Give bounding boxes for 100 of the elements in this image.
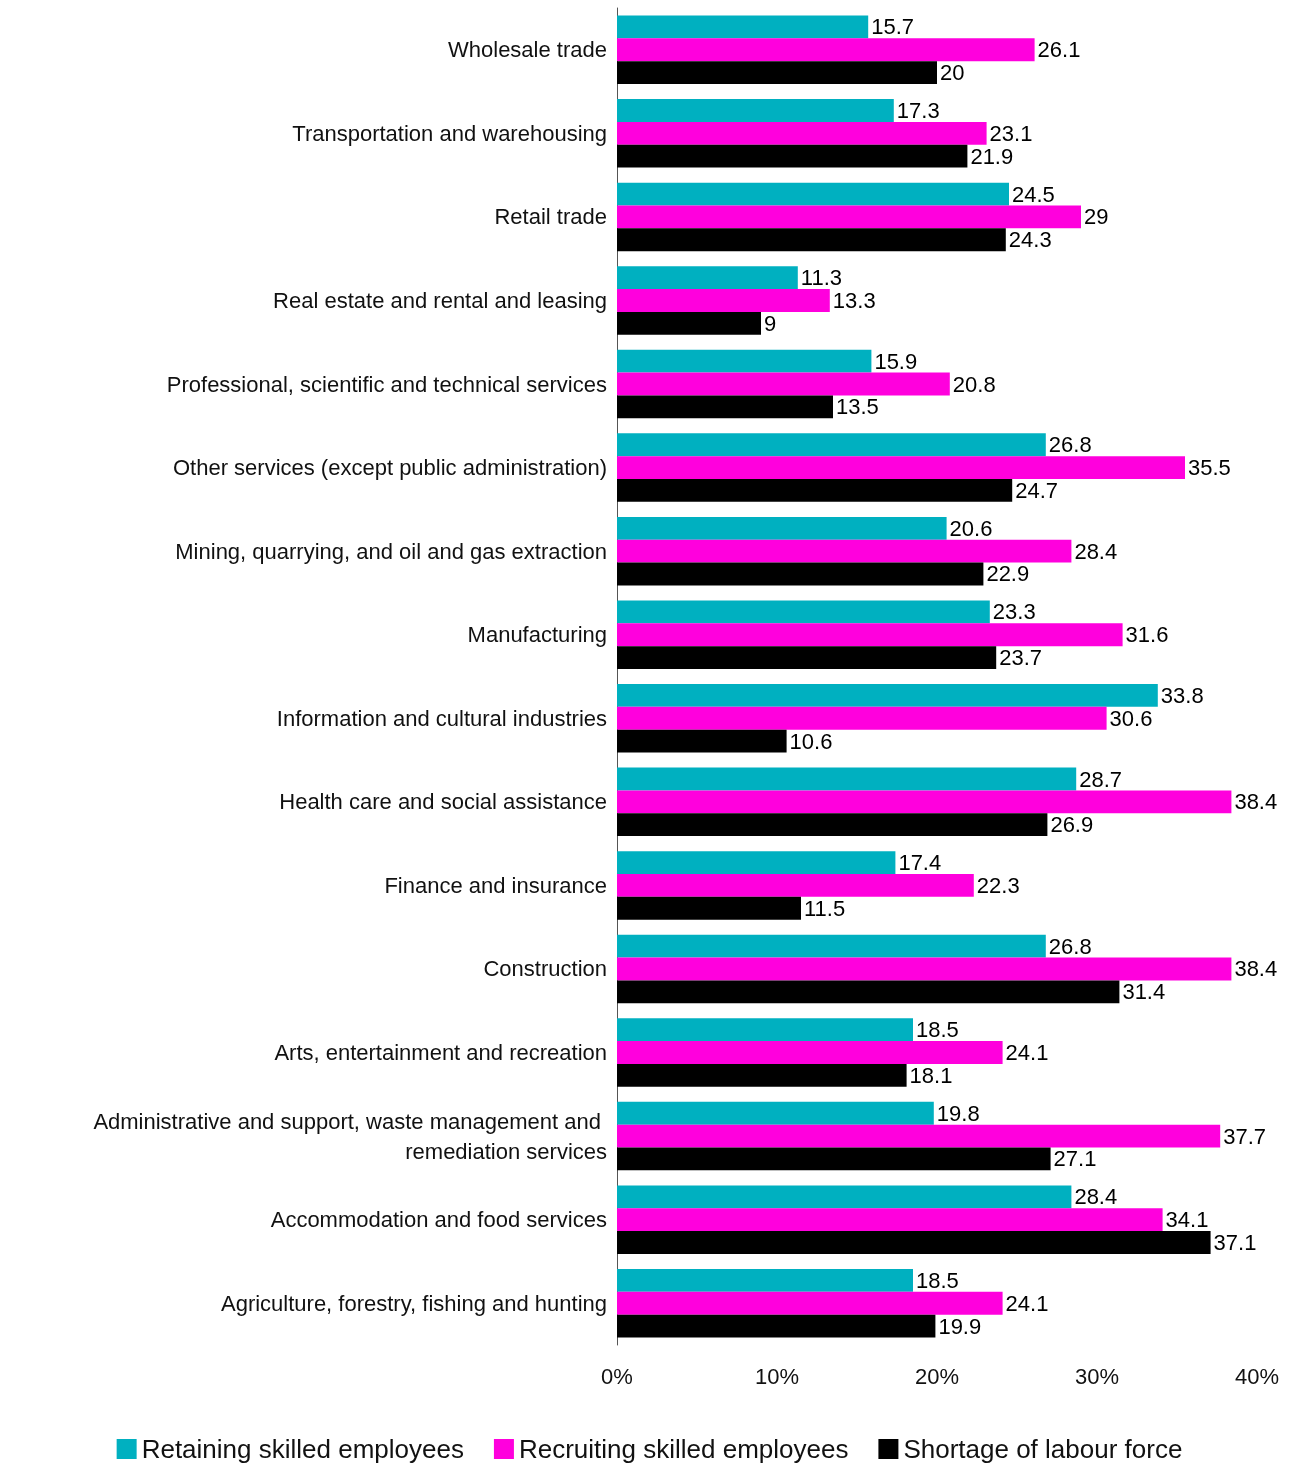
bar [617, 539, 1072, 563]
bar [617, 433, 1046, 457]
x-tick-label: 20% [914, 1363, 960, 1389]
bar [617, 1185, 1072, 1209]
data-label: 37.1 [1213, 1230, 1257, 1255]
bar [617, 873, 974, 897]
x-tick-label: 30% [1074, 1363, 1120, 1389]
data-label: 29 [1084, 204, 1109, 230]
data-label: 26.1 [1037, 37, 1081, 63]
bar [617, 1101, 934, 1125]
bar [617, 1231, 1211, 1254]
y-tick-label: Information and cultural industries [276, 705, 607, 731]
data-label: 15.9 [874, 348, 918, 374]
x-tick-label: 40% [1234, 1363, 1280, 1389]
y-tick-label: Administrative and support, waste management and remediation services [93, 1108, 607, 1164]
data-label: 38.4 [1234, 789, 1278, 815]
data-label: 20.8 [952, 371, 996, 397]
data-label: 22.9 [986, 561, 1030, 587]
legend-label: Retaining skilled employees [141, 1434, 464, 1464]
bar [617, 813, 1048, 837]
data-label: 13.5 [836, 394, 879, 420]
bar [617, 851, 896, 874]
data-label: 26.8 [1048, 933, 1092, 959]
bar [617, 934, 1046, 958]
y-tick-label: Wholesale trade [448, 37, 607, 63]
bar [617, 1063, 907, 1087]
data-label: 38.4 [1234, 956, 1278, 982]
bar [617, 144, 968, 168]
bar [617, 1268, 913, 1292]
bar [617, 349, 872, 373]
y-tick-label: Professional, scientific and technical services [166, 371, 607, 397]
bar [617, 38, 1035, 62]
bar [617, 684, 1158, 707]
data-label: 11.5 [804, 895, 846, 921]
data-label: 19.9 [938, 1313, 982, 1339]
bar [617, 729, 787, 753]
bar [617, 623, 1123, 647]
data-label: 35.5 [1188, 455, 1231, 481]
data-label: 31.6 [1125, 622, 1169, 648]
bar [617, 395, 833, 419]
data-label: 33.8 [1160, 682, 1204, 708]
bar [617, 706, 1107, 730]
bar [617, 289, 830, 312]
data-label: 27.1 [1053, 1146, 1097, 1172]
bar [617, 1314, 936, 1338]
data-label: 21.9 [970, 143, 1014, 169]
data-label: 37.7 [1223, 1123, 1267, 1149]
y-tick-label: Construction [483, 956, 607, 982]
bar [617, 980, 1120, 1004]
bar [617, 1147, 1051, 1171]
bar [617, 790, 1232, 814]
data-label: 18.5 [916, 1017, 959, 1043]
y-tick-label: Accommodation and food services [270, 1207, 607, 1233]
bar [617, 646, 997, 669]
data-label: 9 [764, 310, 777, 336]
data-label: 18.5 [916, 1267, 959, 1293]
data-label: 26.9 [1050, 812, 1094, 838]
data-label: 30.6 [1109, 705, 1153, 731]
data-label: 34.1 [1165, 1207, 1209, 1233]
y-tick-label: Agriculture, forestry, fishing and hunting [220, 1290, 607, 1316]
data-label: 23.3 [992, 599, 1036, 625]
data-label: 10.6 [789, 728, 833, 754]
data-label: 24.1 [1005, 1290, 1049, 1316]
y-tick-label: Transportation and warehousing [292, 120, 607, 146]
data-label: 19.8 [936, 1100, 980, 1126]
bar [617, 99, 894, 122]
data-label: 24.5 [1012, 181, 1055, 207]
bar [617, 479, 1013, 502]
data-label: 17.3 [896, 98, 940, 123]
data-label: 28.7 [1079, 766, 1123, 792]
x-tick-label: 10% [754, 1363, 800, 1389]
x-tick-label: 0% [601, 1363, 633, 1389]
data-label: 24.3 [1008, 227, 1052, 253]
data-label: 23.1 [989, 120, 1033, 146]
y-tick-label: Retail trade [494, 204, 607, 230]
legend-label: Shortage of labour force [903, 1434, 1183, 1464]
data-label: 26.8 [1048, 432, 1092, 458]
data-label: 22.3 [976, 872, 1020, 898]
bar [617, 266, 798, 290]
bar [617, 562, 984, 586]
data-label: 18.1 [909, 1062, 953, 1088]
bar [617, 1291, 1003, 1315]
y-tick-label: Real estate and rental and leasing [273, 287, 607, 313]
bar [617, 1018, 913, 1042]
data-label: 24.7 [1015, 477, 1059, 503]
data-label: 23.7 [999, 645, 1043, 671]
y-tick-label: Arts, entertainment and recreation [274, 1040, 607, 1066]
y-tick-label: Manufacturing [467, 622, 607, 648]
data-label: 20 [940, 60, 965, 86]
legend-label: Recruiting skilled employees [518, 1434, 849, 1464]
bar [617, 767, 1077, 791]
bar [617, 15, 869, 39]
bar [617, 121, 987, 145]
data-label: 20.6 [949, 515, 993, 541]
bar [617, 1124, 1221, 1148]
data-label: 28.4 [1074, 538, 1118, 564]
data-label: 15.7 [871, 14, 915, 40]
y-tick-label: Health care and social assistance [279, 789, 607, 815]
y-tick-label: Mining, quarrying, and oil and gas extraction [175, 538, 607, 564]
bar [617, 228, 1006, 252]
